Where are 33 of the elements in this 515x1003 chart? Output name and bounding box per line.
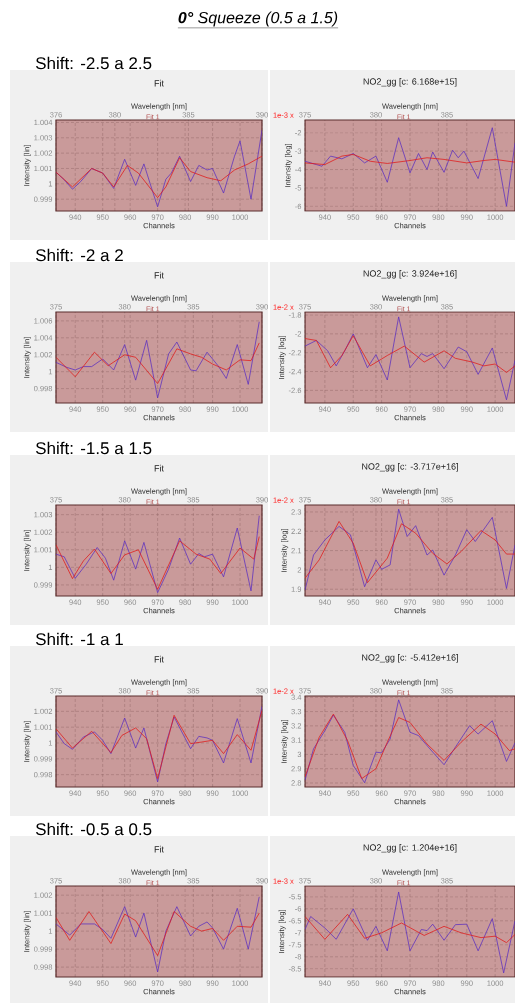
line-series: [305, 508, 515, 591]
line-series: [305, 335, 515, 373]
line-series: [56, 515, 260, 594]
chart-title: NO2_gg [c: 1.204e+16]: [363, 844, 457, 853]
line-series: [305, 521, 515, 584]
chart-title: Fit: [154, 655, 164, 663]
chart-title: Fit: [154, 79, 164, 87]
line-series: [305, 316, 515, 401]
line-series: [56, 896, 260, 973]
line-series: [305, 891, 515, 974]
line-series: [305, 913, 515, 944]
line-series: [305, 154, 515, 165]
chart-subtitle: Shift: -1 a 1: [35, 632, 123, 646]
chart-title: Fit: [154, 271, 164, 279]
line-series: [56, 536, 260, 590]
line-series: [305, 699, 515, 784]
line-series: [56, 911, 260, 956]
chart-title: Fit: [154, 845, 164, 853]
chart-title: NO2_gg [c: 3.924e+16]: [363, 270, 457, 279]
line-series: [305, 713, 515, 779]
chart-subtitle: Shift: -0.5 a 0.5: [35, 822, 152, 836]
chart-title: NO2_gg [c: 6.168e+15]: [363, 78, 457, 87]
line-series: [56, 342, 260, 384]
chart-subtitle: Shift: -1.5 a 1.5: [35, 441, 152, 455]
chart-title: Fit: [154, 464, 164, 472]
text: 0° Squeeze (0.5 a 1.5): [178, 11, 338, 27]
line-series: [56, 155, 262, 199]
chart-subtitle: Shift: -2 a 2: [35, 248, 123, 262]
line-series: [305, 127, 515, 207]
line-series: [56, 321, 260, 399]
chart-subtitle: Shift: -2.5 a 2.5: [35, 56, 152, 70]
chart-title: NO2_gg [c: -3.717e+16]: [362, 463, 458, 472]
chart-title: NO2_gg [c: -5.412e+16]: [362, 654, 458, 663]
